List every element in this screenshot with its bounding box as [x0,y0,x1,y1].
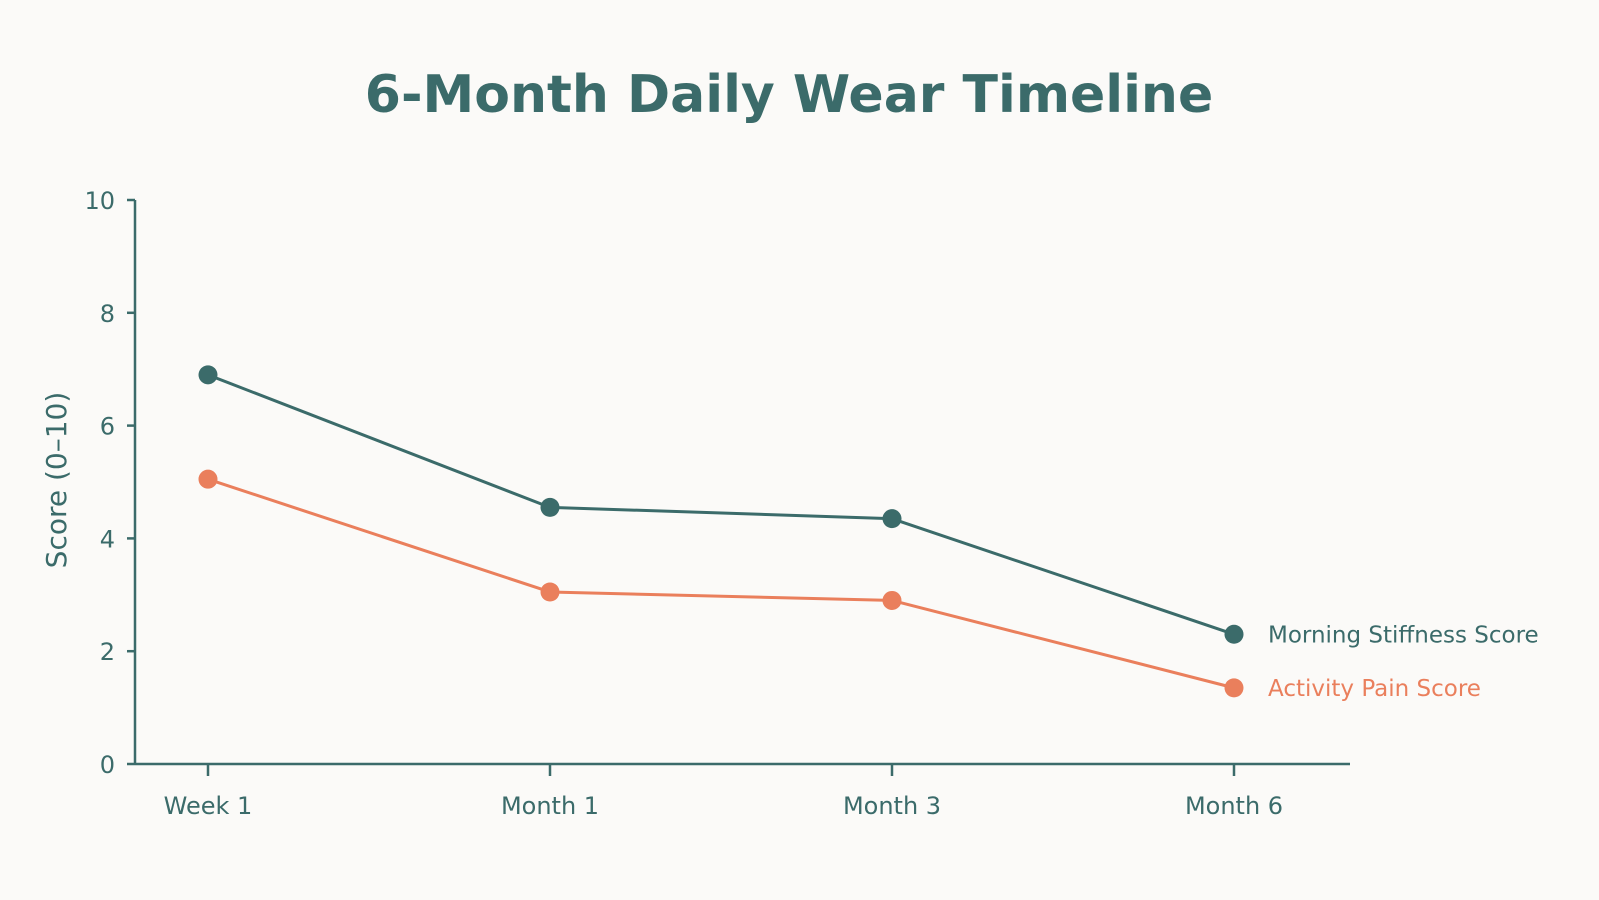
axes: 0 2 4 6 8 10 Week 1 Month 1 Month 3 Month 6 [84,187,1350,820]
activity-pain-point [540,582,560,602]
y-axis-title: Score (0–10) [40,392,73,569]
activity-pain-line [207,477,1235,690]
morning-stiffness-series [198,365,1244,644]
x-tick-label: Month 3 [843,792,941,820]
morning-stiffness-point [882,509,902,529]
x-tick-label: Week 1 [164,792,253,820]
y-tick-label: 6 [100,413,115,441]
activity-pain-series [198,469,1244,698]
morning-stiffness-point [1224,624,1244,644]
activity-pain-point [1224,678,1244,698]
x-tick-label: Month 6 [1185,792,1283,820]
x-tick-label: Month 1 [501,792,599,820]
activity-pain-point [882,590,902,610]
activity-pain-point [198,469,218,489]
legend: Morning Stiffness Score Activity Pain Sco… [1268,622,1539,702]
y-tick-label: 4 [100,525,115,553]
y-tick-label: 8 [100,300,115,328]
y-tick-label: 2 [100,638,115,666]
series-layer [198,365,1244,698]
activity-pain-legend-label: Activity Pain Score [1268,676,1481,702]
y-tick-label: 10 [84,187,115,215]
morning-stiffness-line [207,373,1235,636]
morning-stiffness-point [198,365,218,385]
morning-stiffness-legend-label: Morning Stiffness Score [1268,622,1539,648]
morning-stiffness-point [540,497,560,517]
y-tick-label: 0 [100,751,115,779]
chart-title: 6-Month Daily Wear Timeline [365,65,1213,125]
